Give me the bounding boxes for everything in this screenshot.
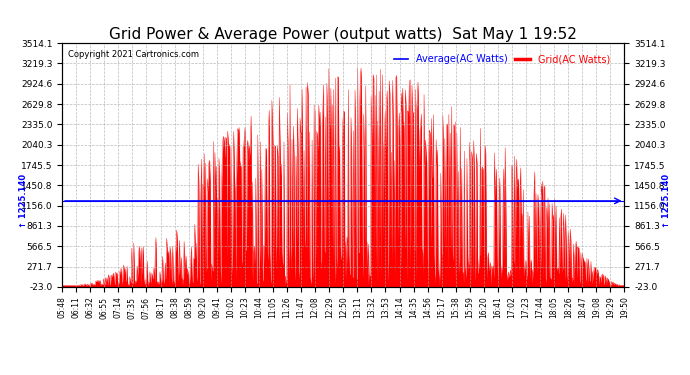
Legend: Average(AC Watts), Grid(AC Watts): Average(AC Watts), Grid(AC Watts) <box>390 50 614 68</box>
Text: ↑ 1225.140: ↑ 1225.140 <box>19 174 28 228</box>
Title: Grid Power & Average Power (output watts)  Sat May 1 19:52: Grid Power & Average Power (output watts… <box>109 27 578 42</box>
Text: ↑ 1225.140: ↑ 1225.140 <box>662 174 671 228</box>
Text: Copyright 2021 Cartronics.com: Copyright 2021 Cartronics.com <box>68 51 199 59</box>
